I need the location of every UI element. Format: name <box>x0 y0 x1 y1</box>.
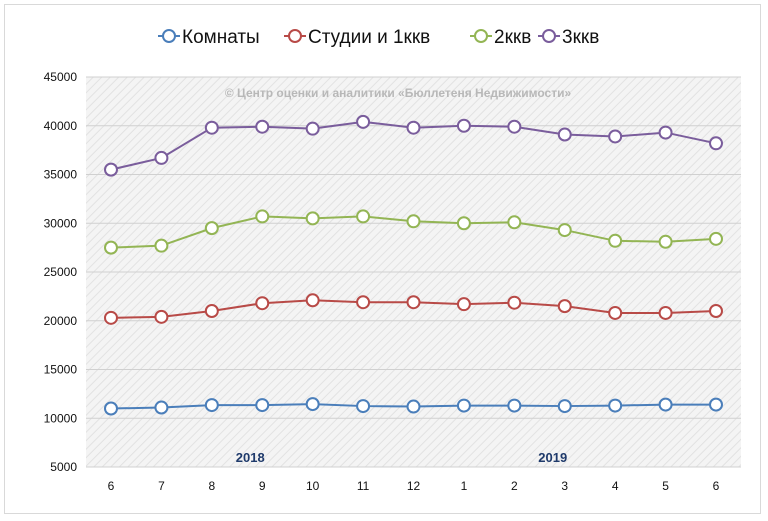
data-point <box>709 231 723 246</box>
data-point <box>204 304 219 318</box>
data-point <box>557 223 572 238</box>
x-tick-label: 9 <box>259 479 266 493</box>
data-point <box>456 297 471 312</box>
x-tick-label: 6 <box>108 479 115 493</box>
data-point <box>507 215 522 230</box>
data-point <box>557 127 572 142</box>
legend-marker <box>162 29 176 43</box>
data-point <box>406 120 421 135</box>
year-label: 2018 <box>236 450 265 465</box>
x-tick-label: 4 <box>612 479 619 493</box>
legend-marker <box>542 29 556 43</box>
x-tick-label: 10 <box>306 479 320 493</box>
data-point <box>154 150 169 165</box>
x-tick-label: 1 <box>461 479 468 493</box>
data-point <box>507 119 522 134</box>
y-tick-label: 5000 <box>50 460 77 474</box>
y-tick-label: 35000 <box>44 168 78 182</box>
year-label: 2019 <box>538 450 567 465</box>
data-point <box>456 216 471 231</box>
data-point <box>406 214 421 229</box>
data-point <box>709 397 723 412</box>
legend: Комнаты Студии и 1ккв 2ккв 3ккв <box>158 27 599 48</box>
y-axis-ticks: 5000 10000 15000 20000 25000 30000 35000 40000 4… <box>44 70 78 474</box>
y-tick-label: 10000 <box>44 411 78 425</box>
data-point <box>658 125 673 140</box>
y-tick-label: 25000 <box>44 265 78 279</box>
series-lines <box>104 114 723 416</box>
x-tick-label: 5 <box>662 479 669 493</box>
legend-marker <box>288 29 302 43</box>
data-point <box>456 118 471 133</box>
data-point <box>406 399 421 414</box>
data-point <box>204 120 219 135</box>
legend-label: Студии и 1ккв <box>308 27 430 48</box>
data-point <box>305 397 320 412</box>
legend-item: Комнаты <box>158 27 260 48</box>
series-4 <box>104 114 723 177</box>
series-3 <box>104 209 723 255</box>
data-point <box>305 211 320 226</box>
data-point <box>104 310 118 325</box>
series-2 <box>104 293 723 325</box>
data-point <box>608 233 623 248</box>
x-tick-label: 6 <box>713 479 720 493</box>
legend-marker <box>474 29 488 43</box>
data-point <box>456 398 471 413</box>
data-point <box>204 221 219 236</box>
x-tick-label: 8 <box>208 479 215 493</box>
data-point <box>406 295 421 310</box>
data-point <box>204 398 219 413</box>
legend-label: 2ккв <box>494 27 531 48</box>
data-point <box>305 293 320 308</box>
data-point <box>507 398 522 413</box>
data-point <box>255 209 270 224</box>
x-tick-label: 12 <box>407 479 421 493</box>
data-point <box>104 401 118 416</box>
data-point <box>255 398 270 413</box>
x-tick-label: 3 <box>561 479 568 493</box>
data-point <box>608 398 623 413</box>
y-tick-label: 20000 <box>44 314 78 328</box>
x-axis-ticks: 6 7 8 9 10 11 12 1 2 3 4 5 6 <box>108 479 720 493</box>
data-point <box>356 209 371 224</box>
data-point <box>154 400 169 415</box>
x-tick-label: 7 <box>158 479 165 493</box>
legend-label: 3ккв <box>562 27 599 48</box>
legend-label: Комнаты <box>182 27 260 48</box>
legend-item: 3ккв <box>538 27 599 48</box>
data-point <box>305 121 320 136</box>
data-point <box>356 114 371 129</box>
y-tick-label: 45000 <box>44 70 78 84</box>
data-point <box>709 136 723 151</box>
x-tick-label: 2 <box>511 479 518 493</box>
data-point <box>658 397 673 412</box>
data-point <box>608 305 623 320</box>
y-tick-label: 15000 <box>44 363 78 377</box>
data-point <box>104 162 118 177</box>
y-tick-label: 40000 <box>44 119 78 133</box>
watermark: © Центр оценки и аналитики «Бюллетеня Не… <box>225 86 572 100</box>
series-1 <box>104 397 723 416</box>
data-point <box>154 238 169 253</box>
data-point <box>154 309 169 324</box>
year-labels: 2018 2019 <box>236 450 567 465</box>
data-point <box>658 305 673 320</box>
data-point <box>658 234 673 249</box>
x-tick-label: 11 <box>357 479 370 493</box>
data-point <box>507 295 522 310</box>
data-point <box>557 399 572 414</box>
data-point <box>104 240 118 255</box>
data-point <box>356 399 371 414</box>
data-point <box>255 119 270 134</box>
legend-item: Студии и 1ккв <box>284 27 430 48</box>
legend-item: 2ккв <box>470 27 531 48</box>
data-point <box>709 304 723 318</box>
data-point <box>255 296 270 311</box>
data-point <box>557 299 572 314</box>
data-point <box>608 129 623 144</box>
data-point <box>356 295 371 310</box>
y-tick-label: 30000 <box>44 216 78 230</box>
